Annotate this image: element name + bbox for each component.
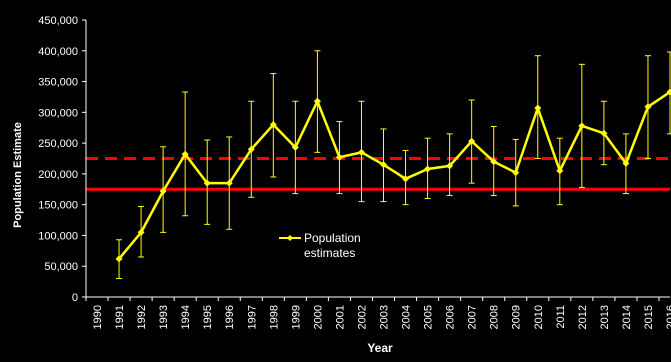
y-tick-label: 400,000 [38, 46, 78, 58]
y-axis-ticks: 0 50,000 100,000 150,000 200,000 250,000 300,0… [38, 15, 86, 304]
x-tick-label: 1990 [92, 305, 104, 329]
y-tick-label: 350,000 [38, 77, 78, 89]
x-tick-label: 1994 [180, 305, 192, 329]
y-tick-label: 100,000 [38, 230, 78, 242]
x-tick-label: 1995 [202, 305, 214, 329]
x-tick-label: 1993 [158, 305, 170, 329]
x-tick-label: 2013 [599, 305, 611, 329]
x-tick-label: 1991 [114, 305, 126, 329]
legend-label: Population estimates [304, 231, 384, 261]
x-tick-label: 2007 [467, 305, 479, 329]
x-tick-label: 1999 [290, 305, 302, 329]
series-markers [116, 89, 671, 263]
series-line [119, 92, 671, 259]
x-tick-label: 2010 [533, 305, 545, 329]
x-tick-label: 2005 [423, 305, 435, 329]
x-tick-label: 2003 [379, 305, 391, 329]
x-tick-label: 2000 [312, 305, 324, 329]
series-lines [119, 92, 671, 259]
x-tick-label: 2001 [334, 305, 346, 329]
x-tick-label: 2014 [621, 305, 633, 329]
y-tick-label: 200,000 [38, 169, 78, 181]
x-tick-label: 2004 [401, 305, 413, 329]
y-tick-label: 300,000 [38, 107, 78, 119]
legend [279, 235, 301, 241]
x-tick-label: 1992 [136, 305, 148, 329]
x-axis-ticks: 1990 1991 1992 1993 1994 1995 1996 1997 1998 1999… [86, 297, 671, 329]
y-tick-label: 450,000 [38, 15, 78, 27]
y-tick-label: 250,000 [38, 138, 78, 150]
x-axis-title: Year [367, 341, 393, 355]
x-tick-label: 2011 [555, 305, 567, 329]
y-tick-label: 150,000 [38, 200, 78, 212]
error-bars [116, 51, 671, 279]
x-tick-label: 2008 [489, 305, 501, 329]
x-tick-label: 2006 [445, 305, 457, 329]
legend-marker [287, 235, 293, 241]
data-point [534, 105, 541, 112]
x-tick-label: 2016 [665, 305, 671, 329]
x-tick-label: 2002 [356, 305, 368, 329]
y-axis-title: Population Estimate [12, 122, 24, 228]
x-tick-label: 2009 [511, 305, 523, 329]
y-tick-label: 0 [72, 292, 78, 304]
x-tick-label: 2012 [577, 305, 589, 329]
y-tick-label: 50,000 [44, 261, 78, 273]
x-tick-label: 2015 [643, 305, 655, 329]
x-tick-label: 1997 [246, 305, 258, 329]
x-tick-label: 1998 [268, 305, 280, 329]
x-tick-label: 1996 [224, 305, 236, 329]
